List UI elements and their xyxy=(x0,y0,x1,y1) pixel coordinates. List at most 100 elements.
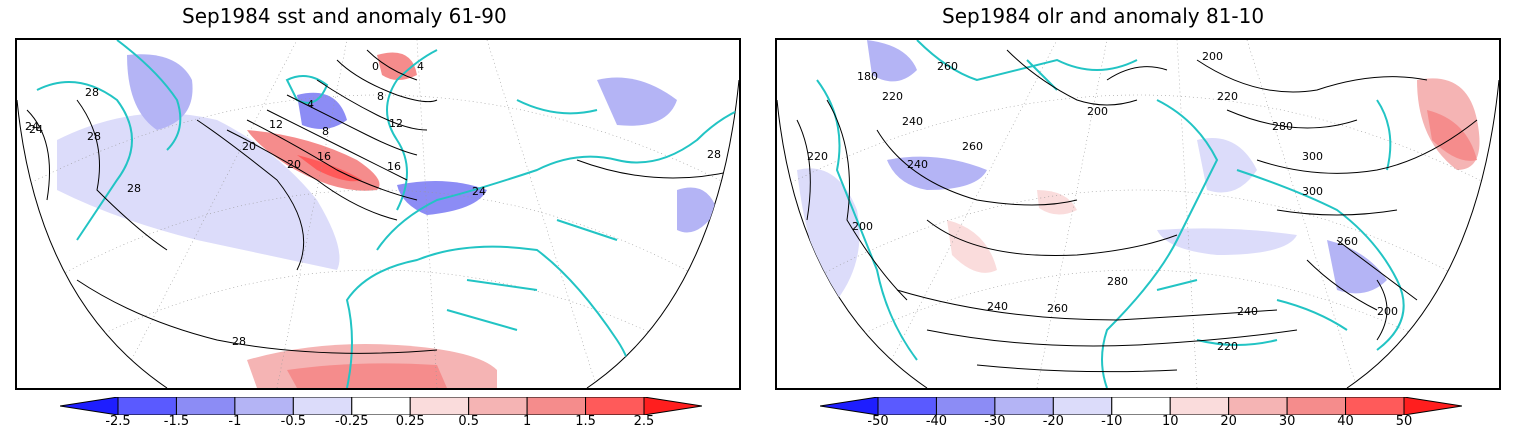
contour-label: 20 xyxy=(242,140,256,153)
olr-map: 180 200 220 240 260 280 300 260 240 220 … xyxy=(777,40,1499,388)
colorbar-tick-label: 1.5 xyxy=(575,414,596,429)
contour-label: 4 xyxy=(307,98,314,111)
contour-label: 260 xyxy=(1337,235,1358,248)
sst-contours xyxy=(26,49,738,354)
positive-anomaly-region xyxy=(1427,110,1477,161)
contour-label: 28 xyxy=(87,130,101,143)
colorbar-tick-label: -10 xyxy=(1101,414,1123,429)
contour-label: 8 xyxy=(377,90,384,103)
contour-label: 28 xyxy=(707,148,721,161)
contour-label: 200 xyxy=(852,220,873,233)
coastlines xyxy=(36,40,739,388)
contour-label: 280 xyxy=(1107,275,1128,288)
colorbar-tick-label: -20 xyxy=(1042,414,1064,429)
contour-label: 240 xyxy=(907,158,928,171)
right-panel-title: Sep1984 olr and anomaly 81-10 xyxy=(942,4,1265,28)
contour-label: 28 xyxy=(127,182,141,195)
colorbar-tick-label: -50 xyxy=(867,414,889,429)
olr-map-panel: 180 200 220 240 260 280 300 260 240 220 … xyxy=(775,38,1501,390)
negative-anomaly-region xyxy=(887,156,987,190)
contour-label: 200 xyxy=(1377,305,1398,318)
colorbar-segment xyxy=(1052,397,1113,415)
negative-anomaly-region xyxy=(797,168,860,300)
colorbar-tick-label: -2.5 xyxy=(105,414,131,429)
contour-label: 240 xyxy=(902,115,923,128)
colorbar-segment xyxy=(292,397,353,415)
contour-label: 28 xyxy=(85,86,99,99)
colorbar-tick-label: 2.5 xyxy=(633,414,655,429)
colorbar-high-arrow xyxy=(643,397,702,415)
olr-contour-labels: 180 200 220 240 260 280 300 260 240 220 … xyxy=(807,50,1398,353)
negative-anomaly-region xyxy=(1197,138,1257,193)
contour-label: 12 xyxy=(389,117,403,130)
contour-label: 4 xyxy=(417,60,424,73)
colorbar-tick-label: 0.25 xyxy=(395,414,425,429)
negative-anomaly-region xyxy=(57,113,340,270)
colorbar-tick-label: -0.25 xyxy=(334,414,369,429)
colorbar-tick-label: -30 xyxy=(984,414,1006,429)
colorbar-segment xyxy=(994,397,1054,415)
contour-label: 300 xyxy=(1302,150,1323,163)
colorbar-segment xyxy=(175,397,236,415)
contour-label: 16 xyxy=(387,160,401,173)
contour-label: 240 xyxy=(987,300,1008,313)
colorbar-tick-label: 20 xyxy=(1220,414,1237,429)
contour-label: 220 xyxy=(1217,90,1238,103)
colorbar-segment xyxy=(468,397,528,415)
contour-label: 16 xyxy=(317,150,331,163)
contour-label: 20 xyxy=(287,158,301,171)
colorbar-tick-label: -0.5 xyxy=(280,414,307,429)
sst-map: 0 4 8 12 16 20 24 28 4 8 12 16 20 24 28 … xyxy=(17,40,739,388)
colorbar-low-arrow xyxy=(820,397,879,415)
map-domain-edge xyxy=(777,79,1499,388)
negative-anomaly-region xyxy=(867,40,917,82)
colorbar-segment xyxy=(1111,397,1171,415)
negative-anomaly-region xyxy=(597,77,677,126)
contour-label: 180 xyxy=(857,70,878,83)
positive-anomaly-region xyxy=(377,52,417,80)
colorbar-segment xyxy=(1286,397,1347,415)
colorbar-segment xyxy=(935,397,996,415)
positive-anomaly-region xyxy=(1037,190,1077,215)
colorbar-tick-label: -1 xyxy=(228,414,242,429)
contour-label: 24 xyxy=(472,185,486,198)
negative-anomaly-region xyxy=(677,187,717,233)
contour-label: 12 xyxy=(269,118,283,131)
contour-label: 280 xyxy=(1272,120,1293,133)
colorbar-segment xyxy=(351,397,411,415)
contour-label: 220 xyxy=(1217,340,1238,353)
contour-label: 220 xyxy=(807,150,828,163)
graticule xyxy=(17,40,739,388)
colorbar-tick-label: 0.5 xyxy=(458,414,479,429)
sst-colorbar xyxy=(60,397,702,415)
graticule xyxy=(777,40,1499,388)
colorbar-segment xyxy=(234,397,294,415)
contour-label: 8 xyxy=(322,125,329,138)
olr-contours xyxy=(796,49,1478,373)
colorbar-tick-label: 40 xyxy=(1337,414,1354,429)
map-domain-edge xyxy=(17,79,739,388)
colorbar-low-arrow xyxy=(60,397,119,415)
positive-anomaly-region xyxy=(287,363,447,388)
negative-anomaly-region xyxy=(1327,240,1387,294)
colorbar-segment xyxy=(877,397,937,415)
colorbar-tick-label: 10 xyxy=(1161,414,1179,429)
colorbar-segment xyxy=(1169,397,1230,415)
contour-label: 200 xyxy=(1202,50,1223,63)
contour-label: 0 xyxy=(372,60,379,73)
contour-label: 260 xyxy=(1047,302,1068,315)
contour-label: 24 xyxy=(29,123,43,136)
olr-colorbar xyxy=(820,397,1462,415)
negative-anomaly-region xyxy=(297,92,347,129)
contour-label: 24 xyxy=(25,120,39,133)
contour-label: 260 xyxy=(962,140,983,153)
negative-anomaly-region xyxy=(127,54,193,130)
colorbar-tick-label: 50 xyxy=(1395,414,1413,429)
contour-label: 200 xyxy=(1087,105,1108,118)
contour-label: 28 xyxy=(232,335,246,348)
positive-anomaly-region xyxy=(947,220,997,273)
colorbar-segment xyxy=(526,397,587,415)
colorbar-tick-label: -1.5 xyxy=(163,414,190,429)
colorbar-tick-label: 30 xyxy=(1278,414,1296,429)
colorbar-tick-label: -40 xyxy=(925,414,948,429)
